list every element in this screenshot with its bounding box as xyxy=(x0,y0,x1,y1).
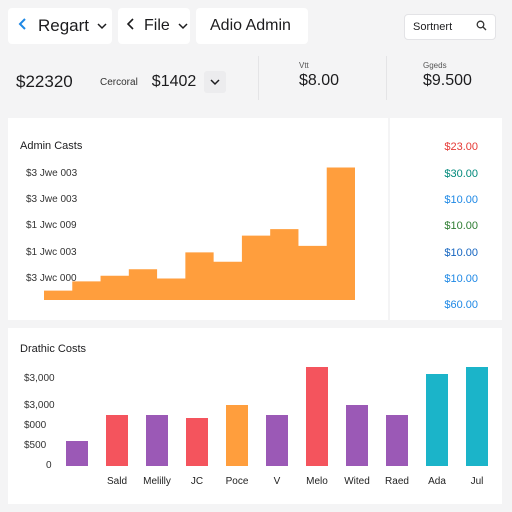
x-tick-label: V xyxy=(273,476,281,487)
stat-card-1: Vtt $8.00 xyxy=(258,56,385,100)
chevron-left-icon xyxy=(18,17,28,36)
admin-right-value: $10.00 xyxy=(444,273,478,285)
bar-melo xyxy=(306,366,328,466)
admin-costs-values-panel xyxy=(390,118,502,320)
admin-y-label: $1 Jwc 009 xyxy=(26,220,77,231)
amount-value: $1402 xyxy=(151,73,197,90)
admin-right-value: $60.00 xyxy=(444,299,478,311)
x-tick-label: Melo xyxy=(306,476,328,487)
bar-v xyxy=(266,415,288,466)
chevron-left-icon xyxy=(126,17,136,36)
admin-costs-area xyxy=(44,167,355,300)
admin-y-label: $3 Jwe 003 xyxy=(26,194,78,205)
sort-search-label: Sortnert xyxy=(413,21,453,33)
admin-y-label: $1 Jwc 003 xyxy=(26,247,77,258)
bar-jc xyxy=(186,417,208,466)
x-tick-label: Melilly xyxy=(143,476,171,487)
x-tick-label: Raed xyxy=(385,476,409,487)
file-menu-label: File xyxy=(144,17,170,34)
page-title: Adio Admin xyxy=(196,8,308,44)
admin-right-value: $10.00 xyxy=(444,220,478,232)
total-stat: $22320 xyxy=(10,62,86,102)
filter-label: Cercoral xyxy=(100,76,138,88)
app-title: Adio Admin xyxy=(210,17,291,34)
top-bar: Regart File Adio Admin Sortnert xyxy=(0,0,512,50)
file-menu-button[interactable]: File xyxy=(118,8,190,44)
stats-bar: $22320 Cercoral $1402 Vtt $8.00 Ggeds $9… xyxy=(0,56,512,147)
drastic-costs-panel xyxy=(8,328,502,504)
filter-dropdown[interactable]: Cercoral $1402 xyxy=(92,62,242,102)
admin-right-value: $30.00 xyxy=(444,168,478,180)
back-nav-label: Regart xyxy=(38,16,90,35)
admin-costs-title: Admin Casts xyxy=(20,140,83,152)
admin-right-value: $10.00 xyxy=(444,194,478,206)
x-tick-label: Poce xyxy=(225,476,249,487)
chevron-down-icon xyxy=(178,17,188,35)
admin-y-label: $3 Jwc 000 xyxy=(26,273,77,284)
dropdown-toggle[interactable] xyxy=(204,71,227,93)
card2-value: $9.500 xyxy=(423,72,472,89)
drastic-y-label: 0 xyxy=(46,460,52,471)
admin-right-value: $10.00 xyxy=(444,247,478,259)
bar-jul xyxy=(466,366,488,466)
card2-label: Ggeds xyxy=(423,61,447,70)
bar-sald xyxy=(106,415,128,466)
back-nav-button[interactable]: Regart xyxy=(8,8,112,44)
bar-wited xyxy=(346,404,368,466)
chevron-down-icon xyxy=(97,17,107,35)
admin-y-label: $3 Jwe 003 xyxy=(26,168,78,179)
bar-melilly xyxy=(146,415,168,466)
bar-raed xyxy=(386,415,408,466)
search-icon xyxy=(476,20,487,34)
total-value: $22320 xyxy=(16,72,73,91)
stat-card-2: Ggeds $9.500 xyxy=(386,56,505,100)
card1-value: $8.00 xyxy=(299,72,340,89)
x-tick-label: JC xyxy=(190,476,204,487)
admin-right-value: $23.00 xyxy=(444,141,478,153)
bar-unlabeled xyxy=(66,440,88,466)
x-tick-label: Ada xyxy=(428,476,446,487)
x-tick-label: Wited xyxy=(344,476,370,487)
x-tick-label: Jul xyxy=(470,476,484,487)
x-tick-label: Sald xyxy=(106,476,127,487)
sort-search-button[interactable]: Sortnert xyxy=(404,14,496,40)
bar-poce xyxy=(226,404,248,466)
chevron-down-icon xyxy=(210,79,220,86)
drastic-costs-title: Drathic Costs xyxy=(20,343,87,355)
card1-label: Vtt xyxy=(299,61,309,70)
drastic-y-label: $500 xyxy=(24,440,47,451)
drastic-y-label: $000 xyxy=(24,420,47,431)
bar-ada xyxy=(426,374,448,466)
drastic-y-label: $3,000 xyxy=(24,400,55,411)
drastic-y-label: $3,000 xyxy=(24,373,55,384)
